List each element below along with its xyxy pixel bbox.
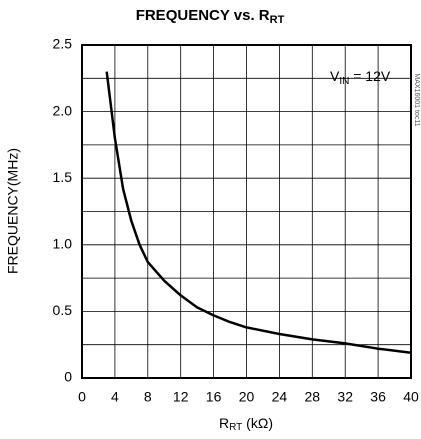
data-line	[105, 71, 412, 354]
y-axis-label: FREQUENCY(MHz)	[5, 148, 21, 274]
x-tick-label: 20	[239, 389, 255, 405]
x-tick-label: 4	[111, 389, 119, 405]
x-label-sub: RT	[229, 422, 242, 433]
side-note: MAX16001 toc11	[413, 73, 420, 126]
x-axis-label: RRT (kΩ)	[219, 415, 273, 433]
x-tick-label: 28	[305, 389, 321, 405]
x-label-main: R	[219, 415, 229, 431]
x-tick-label: 16	[206, 389, 222, 405]
x-tick-label: 32	[337, 389, 353, 405]
y-tick-label: 2.0	[53, 102, 73, 118]
y-tick-label: 2.5	[53, 36, 73, 52]
y-tick-label: 1.5	[53, 169, 73, 185]
annotation-sub: IN	[339, 76, 349, 87]
title-sub: RT	[270, 14, 285, 26]
x-tick-label: 8	[144, 389, 152, 405]
plot-frame	[81, 44, 412, 379]
y-tick-label: 0	[64, 369, 72, 385]
y-tick-label: 1.0	[53, 236, 73, 252]
x-tick-label: 40	[403, 389, 419, 405]
annotation: VIN = 12V	[330, 68, 391, 87]
y-tick-label: 0.5	[53, 302, 73, 318]
x-tick-label: 24	[272, 389, 288, 405]
x-tick-label: 12	[173, 389, 189, 405]
x-tick-label: 0	[78, 389, 86, 405]
title-main: FREQUENCY vs. R	[136, 7, 270, 24]
annotation-main: V	[330, 68, 340, 84]
x-label-unit: (kΩ)	[242, 415, 273, 431]
x-tick-label: 36	[370, 389, 386, 405]
chart-title: FREQUENCY vs. RRT	[136, 7, 285, 26]
annotation-rest: = 12V	[349, 68, 391, 84]
